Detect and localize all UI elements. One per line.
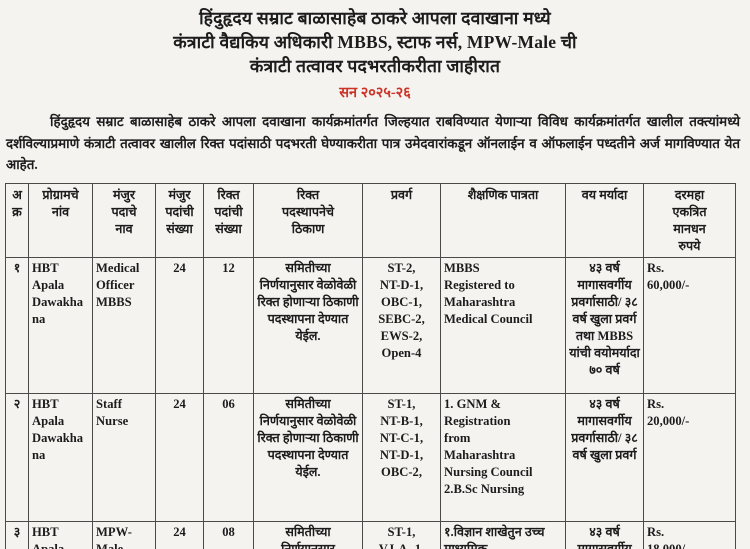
cell-sanctioned: 24 xyxy=(155,520,204,549)
intro-paragraph: हिंदुहृदय सम्राट बाळासाहेब ठाकरे आपला दव… xyxy=(6,114,740,172)
cell-post: MPW- Male xyxy=(92,520,156,549)
cell-vacant: 08 xyxy=(203,520,254,549)
header-cell-qualification: शैक्षणिक पात्रता xyxy=(440,182,566,258)
header-cell-sr: अ क्र xyxy=(5,182,29,258)
cell-location: समितीच्या निर्णयानुसार वेळोवेळी रिक्त हो… xyxy=(253,256,363,394)
title-line-3: कंत्राटी तत्वावर पदभरतीकरीता जाहीरात xyxy=(249,56,501,76)
cell-program: HBT Apala Dawakhana xyxy=(28,392,93,522)
cell-location: समितीच्या निर्णयानुसार xyxy=(253,520,363,549)
vacancy-table: अ क्र प्रोग्रामचे नांव मंजुर पदाचे नाव म… xyxy=(5,182,736,549)
cell-program: HBT Apala Dawakhana xyxy=(28,256,93,394)
cell-post: Medical Officer MBBS xyxy=(92,256,156,394)
cell-sanctioned: 24 xyxy=(155,392,204,522)
cell-qualification: MBBS Registered to Maharashtra Medical C… xyxy=(440,256,566,394)
cell-sanctioned: 24 xyxy=(155,256,204,394)
header-cell-category: प्रवर्ग xyxy=(362,182,441,258)
title-line-1: हिंदुहृदय सम्राट बाळासाहेब ठाकरे आपला दव… xyxy=(199,8,551,28)
cell-age-limit: ४३ वर्ष मागासवर्गीय xyxy=(565,520,644,549)
table-row: ३ HBT Apala Dawakhana MPW- Male 24 08 सम… xyxy=(5,520,736,549)
cell-salary: Rs. 18,000/- xyxy=(643,520,736,549)
cell-category: ST-1, VJ-A- 1, xyxy=(362,520,441,549)
table-row: २ HBT Apala Dawakhana Staff Nurse 24 06 … xyxy=(5,392,736,522)
cell-sr: २ xyxy=(5,392,29,522)
cell-qualification: १.विज्ञान शाखेतुन उच्च माध्यमिक xyxy=(440,520,566,549)
cell-location: समितीच्या निर्णयानुसार वेळोवेळी रिक्त हो… xyxy=(253,392,363,522)
cell-age-limit: ४३ वर्ष मागासवर्गीय प्रवर्गासाठी/ ३८ वर्… xyxy=(565,392,644,522)
cell-sr: ३ xyxy=(5,520,29,549)
cell-sr: १ xyxy=(5,256,29,394)
header-cell-post: मंजुर पदाचे नाव xyxy=(92,182,156,258)
cell-vacant: 06 xyxy=(203,392,254,522)
cell-age-limit: ४३ वर्ष मागासवर्गीय प्रवर्गासाठी/ ३८ वर्… xyxy=(565,256,644,394)
cell-category: ST-1, NT-B-1, NT-C-1, NT-D-1, OBC-2, xyxy=(362,392,441,522)
cell-vacant: 12 xyxy=(203,256,254,394)
header-cell-program: प्रोग्रामचे नांव xyxy=(28,182,93,258)
header-cell-salary: दरमहा एकत्रित मानधन रुपये xyxy=(643,182,736,258)
cell-category: ST-2, NT-D-1, OBC-1, SEBC-2, EWS-2, Open… xyxy=(362,256,441,394)
header-cell-location: रिक्त पदस्थापनेचे ठिकाण xyxy=(253,182,363,258)
cell-qualification: 1. GNM & Registration from Maharashtra N… xyxy=(440,392,566,522)
year-line: सन २०२५-२६ xyxy=(339,85,411,101)
table-header-row: अ क्र प्रोग्रामचे नांव मंजुर पदाचे नाव म… xyxy=(5,182,736,258)
cell-post: Staff Nurse xyxy=(92,392,156,522)
cell-salary: Rs. 60,000/- xyxy=(643,256,736,394)
table-row: १ HBT Apala Dawakhana Medical Officer MB… xyxy=(5,256,736,394)
title-line-2: कंत्राटी वैद्यकिय अधिकारी MBBS, स्टाफ नर… xyxy=(173,32,577,52)
header-cell-sanctioned: मंजुर पदांची संख्या xyxy=(155,182,204,258)
header-cell-vacant: रिक्त पदांची संख्या xyxy=(203,182,254,258)
cell-salary: Rs. 20,000/- xyxy=(643,392,736,522)
header-cell-age-limit: वय मर्यादा xyxy=(565,182,644,258)
page-title: हिंदुहृदय सम्राट बाळासाहेब ठाकरे आपला दव… xyxy=(0,0,750,78)
cell-program: HBT Apala Dawakhana xyxy=(28,520,93,549)
